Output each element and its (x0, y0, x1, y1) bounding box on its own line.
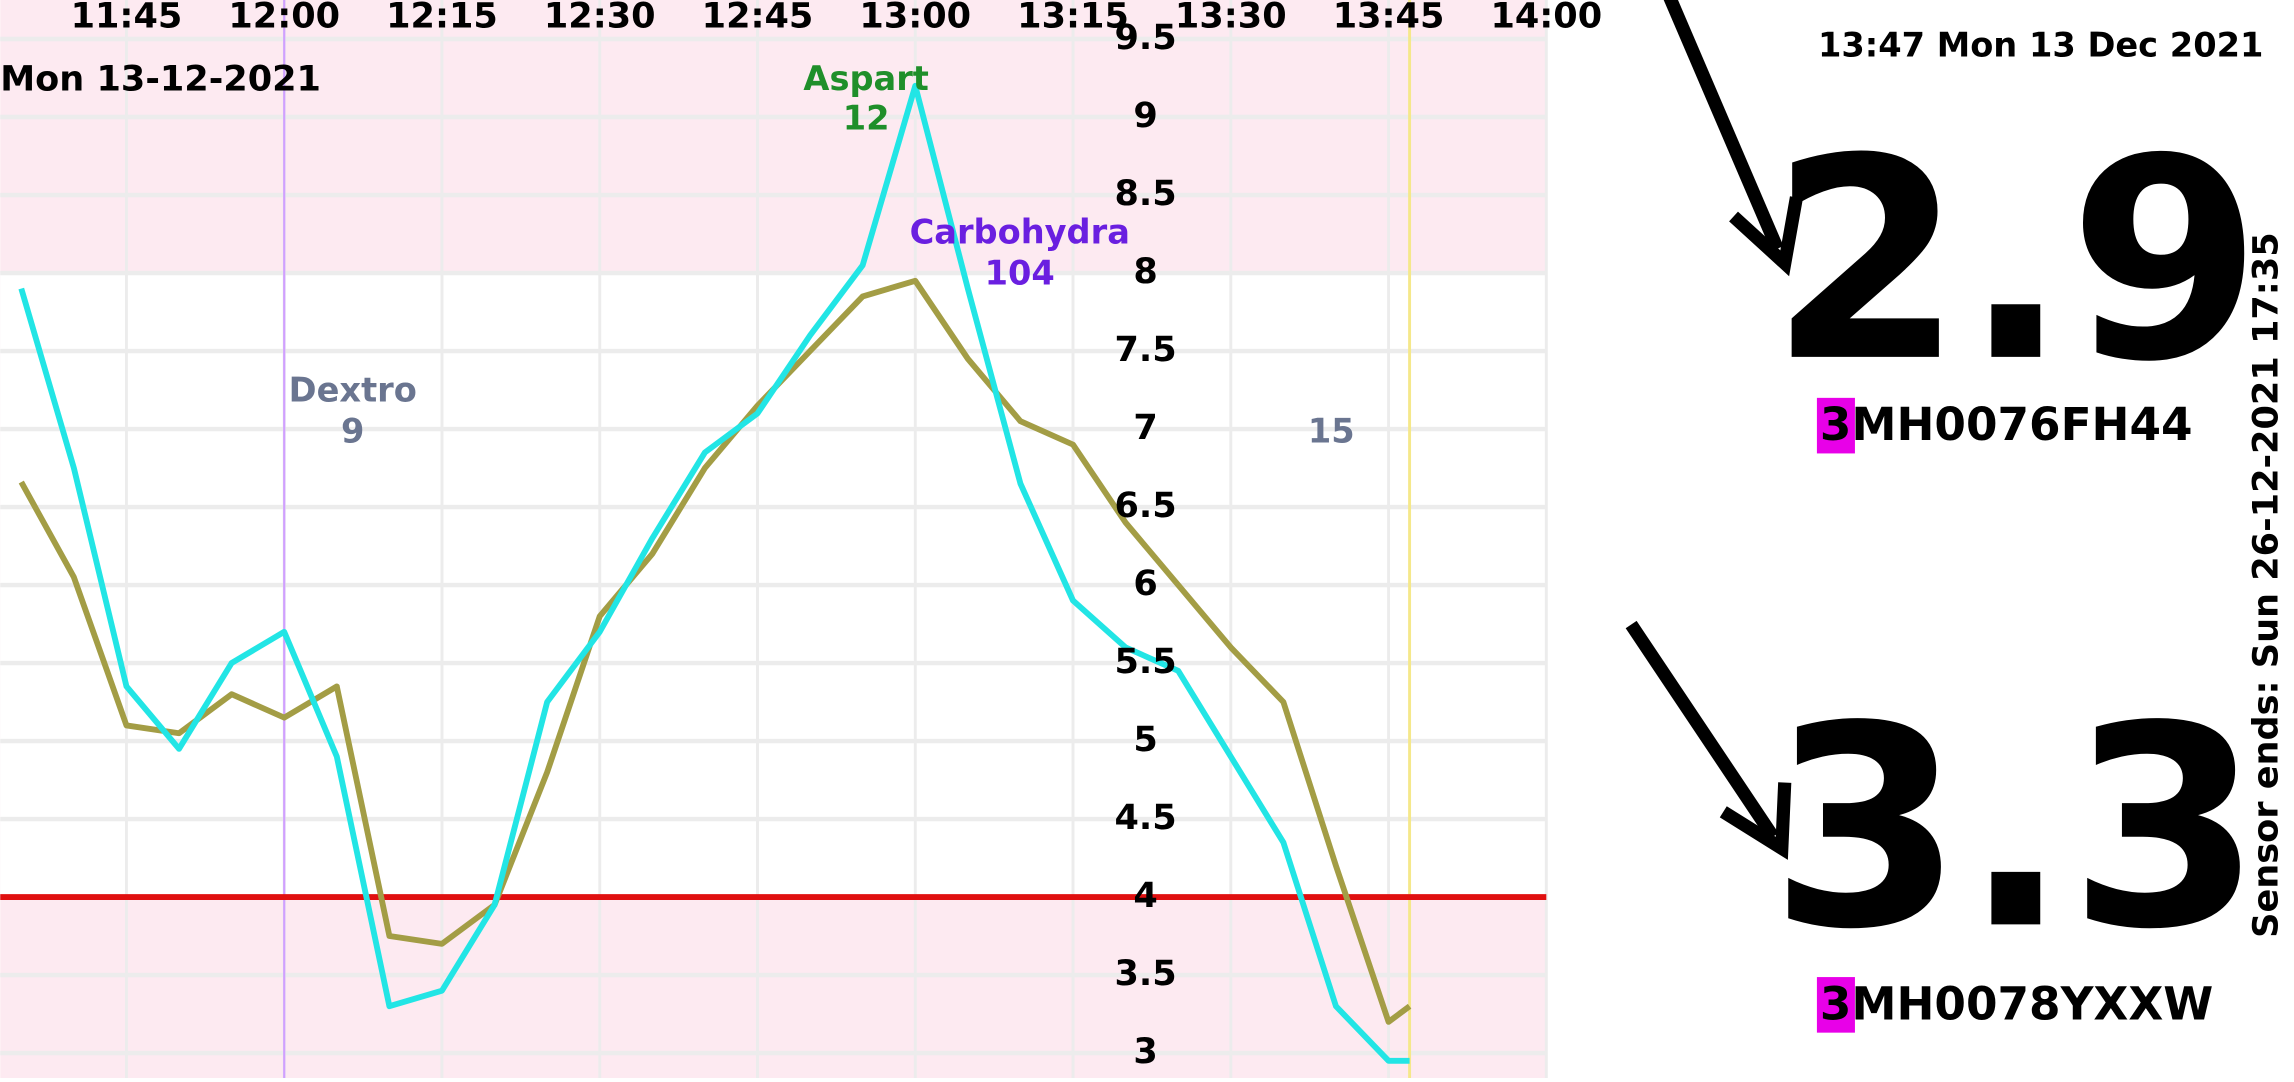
x-tick-label: 13:30 (1175, 0, 1287, 37)
x-tick-label: 12:15 (386, 0, 498, 37)
glucose-line (18, 277, 1412, 1025)
status-time: 13:47 Mon 13 Dec 2021 (1818, 25, 2263, 64)
y-tick-label: 9.5 (1114, 17, 1176, 58)
x-tick-label: 13:45 (1333, 0, 1445, 37)
sensor-id: 3MH0076FH44 (1820, 398, 2193, 451)
sensor-prefix: 3 (1820, 398, 1852, 451)
reading-value: 2.9 (1770, 99, 2262, 423)
x-tick-label: 12:30 (544, 0, 656, 37)
plot (0, 0, 1548, 1078)
y-tick-label: 7 (1133, 407, 1157, 448)
x-tick-label: 13:00 (859, 0, 971, 37)
y-tick-label: 4 (1133, 875, 1157, 916)
x-tick-label: 14:00 (1490, 0, 1602, 37)
sensor-rest: MH0076FH44 (1851, 398, 2192, 451)
y-tick-label: 5 (1133, 719, 1157, 760)
sensor-ends: Sensor ends: Sun 26-12-2021 17:35 (2245, 232, 2286, 938)
x-tick-label: 13:15 (1017, 0, 1129, 37)
annotation-label: Dextro (289, 371, 417, 410)
y-tick-label: 3.5 (1114, 953, 1176, 994)
sensor-highlight (1816, 977, 1855, 1033)
annotation-value: 104 (985, 253, 1055, 292)
annotation-value: 9 (341, 411, 364, 450)
y-tick-label: 7.5 (1114, 329, 1176, 370)
y-tick-label: 3 (1133, 1031, 1157, 1072)
sensor-rest: MH0078YXXW (1851, 977, 2213, 1030)
reading-value: 3.3 (1770, 666, 2262, 990)
annotation-value: 15 (1308, 411, 1355, 450)
x-tick-label: 12:45 (702, 0, 814, 37)
date-label: Mon 13-12-2021 (0, 58, 321, 99)
sensor-highlight (1816, 397, 1855, 454)
y-tick-label: 4.5 (1114, 797, 1176, 838)
sensor-prefix: 3 (1820, 977, 1852, 1030)
glucose-line (18, 82, 1410, 1064)
y-tick-label: 8 (1133, 251, 1157, 292)
x-tick-label: 11:45 (71, 0, 183, 37)
y-tick-label: 6 (1133, 563, 1157, 604)
sensor-id: 3MH0078YXXW (1820, 977, 2213, 1030)
y-tick-label: 9 (1133, 95, 1157, 136)
annotation-label: Aspart (803, 59, 928, 98)
arrow (1625, 0, 1803, 860)
y-tick-label: 6.5 (1114, 485, 1176, 526)
y-tick-label: 5.5 (1114, 641, 1176, 682)
annotation-label: Carbohydra (910, 213, 1130, 252)
x-tick-label: 12:00 (228, 0, 340, 37)
y-tick-label: 8.5 (1114, 173, 1176, 214)
annotation-value: 12 (843, 98, 890, 137)
